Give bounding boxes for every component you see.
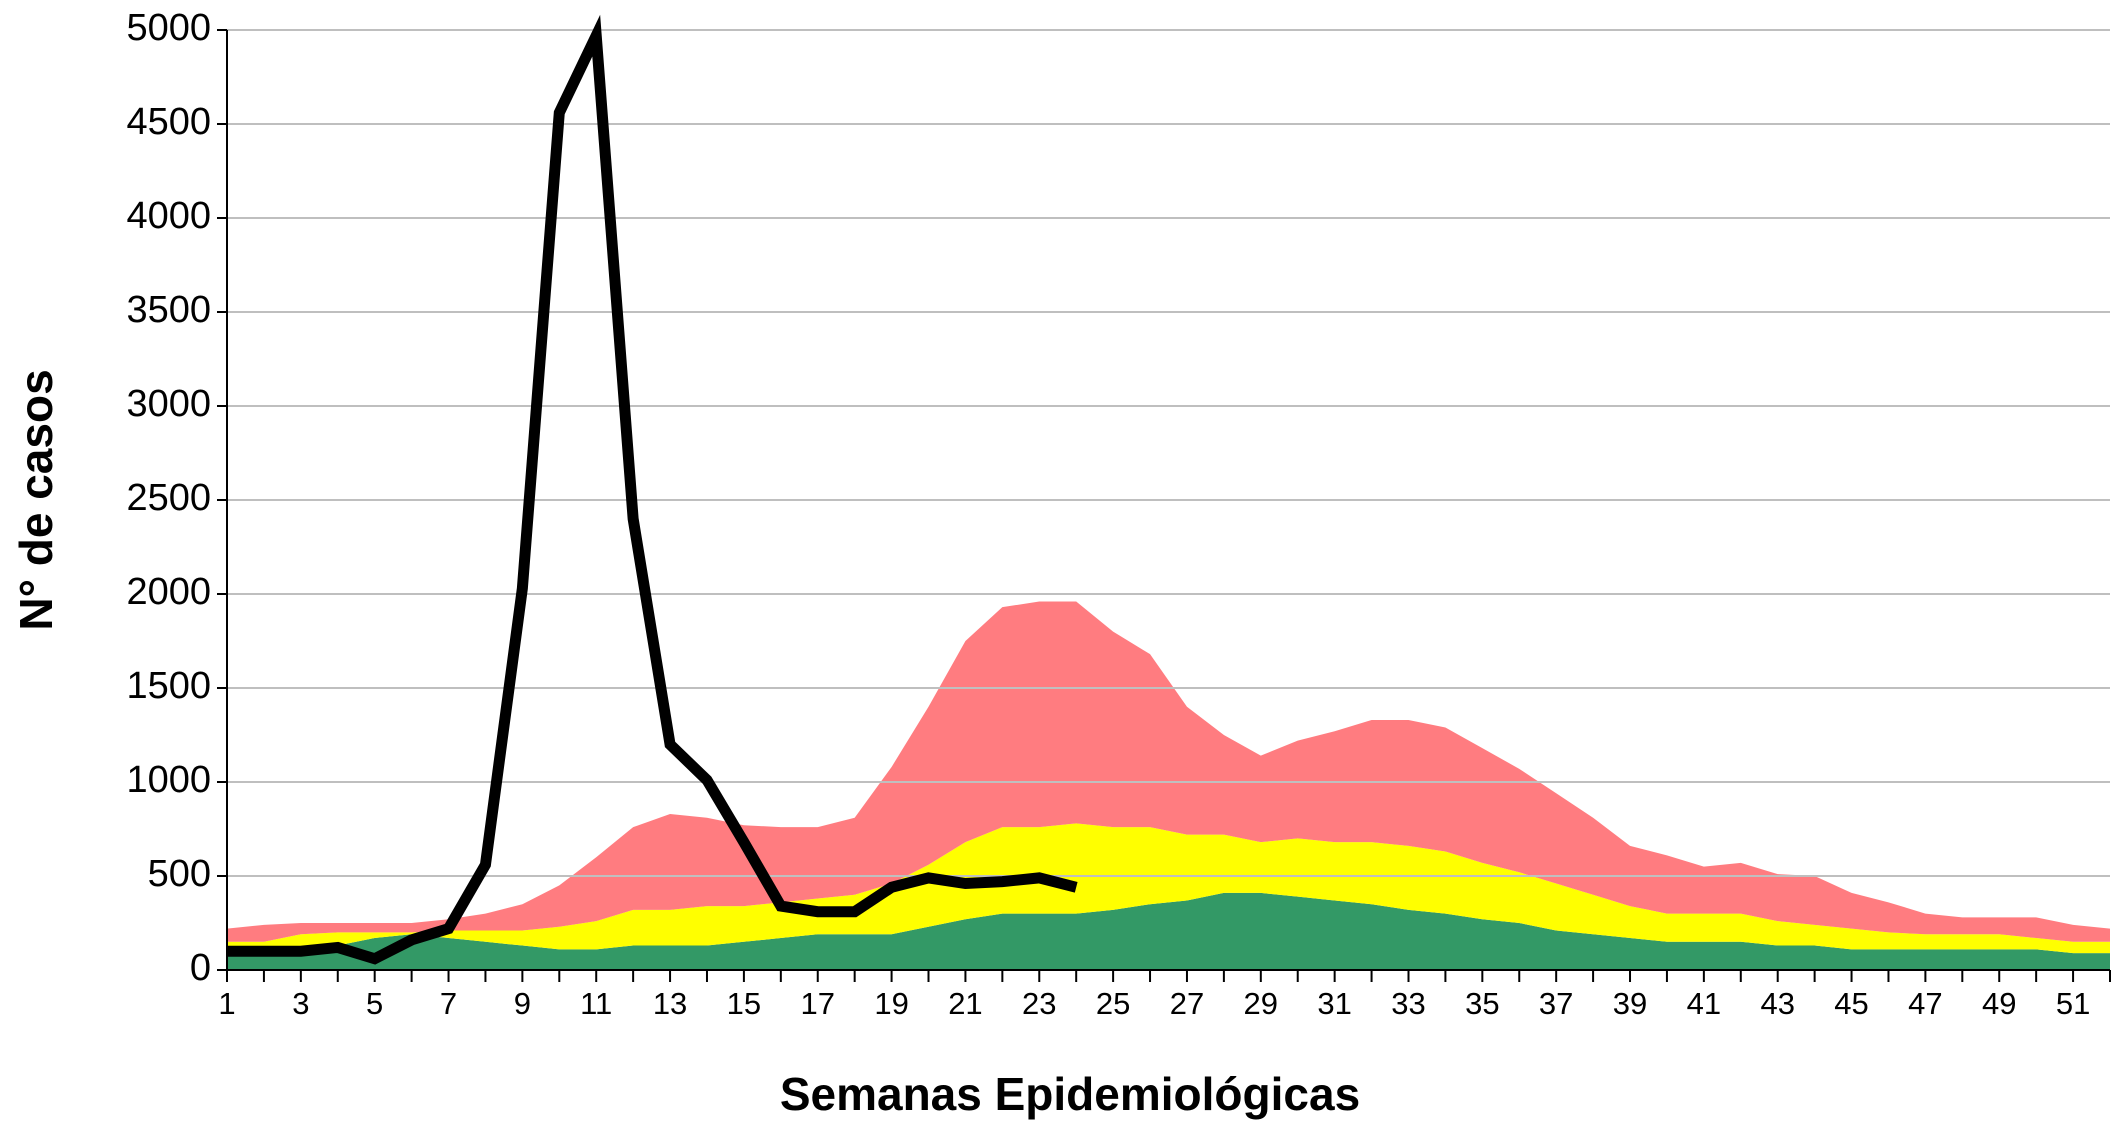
x-tick-label: 13: [653, 986, 687, 1021]
y-tick-label: 0: [190, 947, 211, 989]
x-tick-label: 3: [292, 986, 309, 1021]
line: [227, 14, 1078, 965]
y-tick-label: 2000: [126, 571, 211, 613]
x-tick-label: 33: [1391, 986, 1425, 1021]
y-tick-label: 5000: [126, 7, 211, 49]
x-tick-label: 49: [1982, 986, 2016, 1021]
y-tick-label: 1000: [126, 759, 211, 801]
x-axis-title: Semanas Epidemiológicas: [780, 1068, 1360, 1120]
x-tick-label: 15: [727, 986, 761, 1021]
area: [227, 823, 2110, 954]
x-tick-label: 41: [1687, 986, 1721, 1021]
x-tick-label: 51: [2056, 986, 2090, 1021]
x-tick-label: 11: [580, 986, 612, 1021]
x-tick-label: 9: [514, 986, 531, 1021]
x-tick-label: 37: [1539, 986, 1573, 1021]
y-tick-label: 3000: [126, 383, 211, 425]
y-tick-label: 4500: [126, 101, 211, 143]
x-tick-label: 19: [874, 986, 908, 1021]
x-tick-label: 25: [1096, 986, 1130, 1021]
y-tick-label: 2500: [126, 477, 211, 519]
x-tick-label: 45: [1834, 986, 1868, 1021]
x-tick-label: 43: [1760, 986, 1794, 1021]
x-tick-label: 47: [1908, 986, 1942, 1021]
x-tick-label: 17: [801, 986, 835, 1021]
area: [227, 892, 2110, 970]
x-tick-label: 23: [1022, 986, 1056, 1021]
y-tick-label: 3500: [126, 289, 211, 331]
x-tick-label: 29: [1244, 986, 1278, 1021]
area: [227, 601, 2110, 942]
y-tick-label: 500: [148, 853, 211, 895]
y-tick-label: 1500: [126, 665, 211, 707]
x-tick-label: 1: [218, 986, 235, 1021]
x-tick-label: 7: [440, 986, 457, 1021]
x-tick-label: 31: [1317, 986, 1351, 1021]
x-tick-label: 39: [1613, 986, 1647, 1021]
x-tick-label: 21: [948, 986, 982, 1021]
x-tick-label: 5: [366, 986, 383, 1021]
x-tick-label: 27: [1170, 986, 1204, 1021]
y-axis-title: N° de casos: [10, 369, 62, 630]
y-tick-label: 4000: [126, 195, 211, 237]
x-tick-label: 35: [1465, 986, 1499, 1021]
